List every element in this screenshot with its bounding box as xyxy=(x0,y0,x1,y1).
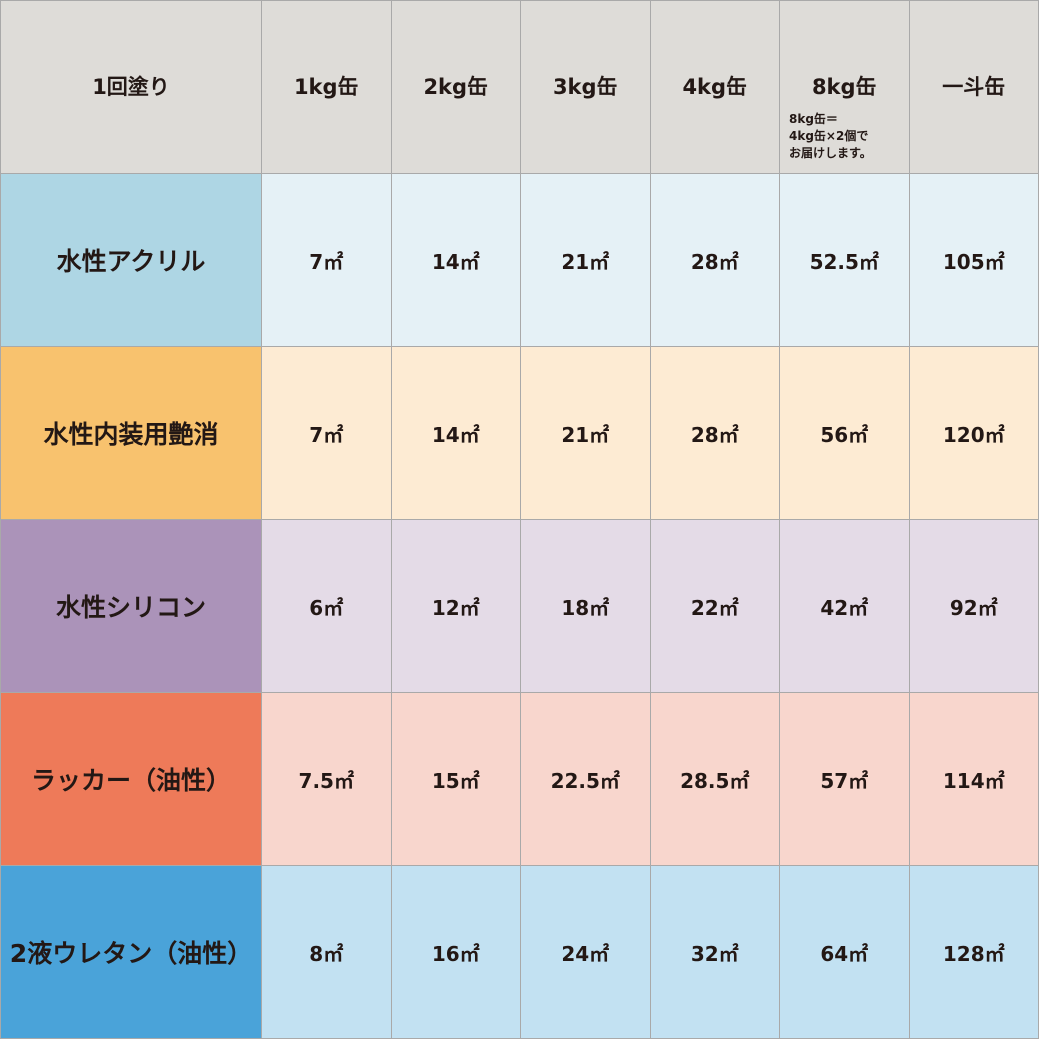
coverage-cell: 28.5㎡ xyxy=(649,692,780,866)
note-line: 4kg缶×2個で xyxy=(789,129,869,143)
coverage-cell: 32㎡ xyxy=(649,865,780,1039)
coverage-cell: 7㎡ xyxy=(261,173,392,347)
coverage-cell: 6㎡ xyxy=(261,519,392,693)
coverage-cell: 52.5㎡ xyxy=(779,173,910,347)
coverage-cell: 42㎡ xyxy=(779,519,910,693)
table-row: 水性シリコン 6㎡ 12㎡ 18㎡ 22㎡ 42㎡ 92㎡ xyxy=(0,519,1039,693)
row-label: ラッカー（油性） xyxy=(0,692,262,866)
header-3kg: 3kg缶 xyxy=(520,0,651,174)
header-1kg: 1kg缶 xyxy=(261,0,392,174)
coverage-cell: 18㎡ xyxy=(520,519,651,693)
header-4kg: 4kg缶 xyxy=(649,0,780,174)
coverage-cell: 15㎡ xyxy=(390,692,521,866)
table-row: 水性アクリル 7㎡ 14㎡ 21㎡ 28㎡ 52.5㎡ 105㎡ xyxy=(0,173,1039,347)
table-row: 2液ウレタン（油性） 8㎡ 16㎡ 24㎡ 32㎡ 64㎡ 128㎡ xyxy=(0,865,1039,1039)
coverage-cell: 105㎡ xyxy=(908,173,1039,347)
coverage-cell: 14㎡ xyxy=(390,173,521,347)
coverage-cell: 8㎡ xyxy=(261,865,392,1039)
header-8kg: 8kg缶 8kg缶＝ 4kg缶×2個で お届けします。 xyxy=(779,0,910,174)
note-line: お届けします。 xyxy=(789,146,872,160)
note-line: 8kg缶＝ xyxy=(789,112,838,126)
coverage-cell: 114㎡ xyxy=(908,692,1039,866)
coverage-cell: 7.5㎡ xyxy=(261,692,392,866)
table-row: 水性内装用艶消 7㎡ 14㎡ 21㎡ 28㎡ 56㎡ 120㎡ xyxy=(0,346,1039,520)
coverage-cell: 12㎡ xyxy=(390,519,521,693)
coverage-cell: 22.5㎡ xyxy=(520,692,651,866)
coverage-cell: 7㎡ xyxy=(261,346,392,520)
row-label: 水性内装用艶消 xyxy=(0,346,262,520)
coverage-cell: 21㎡ xyxy=(520,346,651,520)
coverage-cell: 56㎡ xyxy=(779,346,910,520)
coverage-cell: 64㎡ xyxy=(779,865,910,1039)
coverage-cell: 28㎡ xyxy=(649,173,780,347)
coverage-cell: 24㎡ xyxy=(520,865,651,1039)
coverage-cell: 22㎡ xyxy=(649,519,780,693)
coverage-cell: 92㎡ xyxy=(908,519,1039,693)
row-label: 水性シリコン xyxy=(0,519,262,693)
table-row: ラッカー（油性） 7.5㎡ 15㎡ 22.5㎡ 28.5㎡ 57㎡ 114㎡ xyxy=(0,692,1039,866)
header-itto: 一斗缶 xyxy=(908,0,1039,174)
8kg-note: 8kg缶＝ 4kg缶×2個で お届けします。 xyxy=(789,111,872,162)
coverage-cell: 28㎡ xyxy=(649,346,780,520)
coverage-cell: 128㎡ xyxy=(908,865,1039,1039)
row-label: 水性アクリル xyxy=(0,173,262,347)
coverage-cell: 57㎡ xyxy=(779,692,910,866)
header-corner: 1回塗り xyxy=(0,0,262,174)
coverage-cell: 120㎡ xyxy=(908,346,1039,520)
header-row: 1回塗り 1kg缶 2kg缶 3kg缶 4kg缶 8kg缶 8kg缶＝ 4kg缶… xyxy=(0,0,1039,174)
coverage-cell: 21㎡ xyxy=(520,173,651,347)
coverage-cell: 16㎡ xyxy=(390,865,521,1039)
coverage-cell: 14㎡ xyxy=(390,346,521,520)
header-2kg: 2kg缶 xyxy=(390,0,521,174)
row-label: 2液ウレタン（油性） xyxy=(0,865,262,1039)
